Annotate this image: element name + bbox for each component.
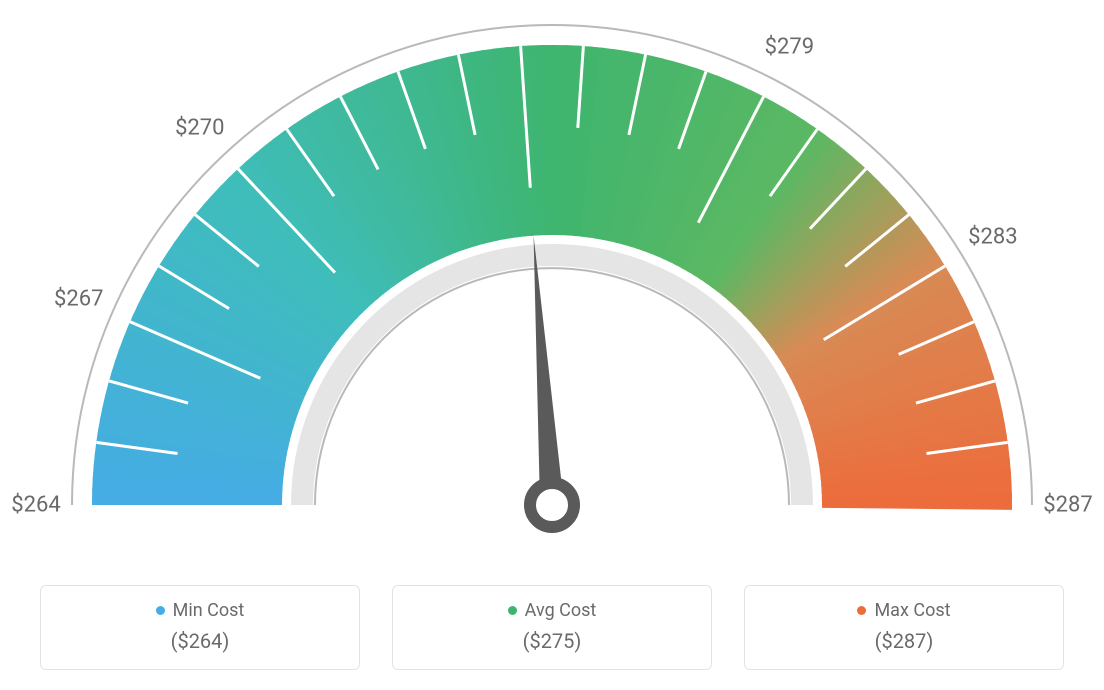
gauge-tick-label: $267: [54, 287, 103, 312]
gauge-tick-label: $264: [11, 493, 60, 518]
legend-value-avg: ($275): [393, 629, 711, 653]
gauge-svg: [0, 0, 1104, 560]
legend-title-max: Max Cost: [857, 600, 950, 621]
legend-box-min: Min Cost ($264): [40, 585, 360, 670]
gauge-chart: $264 $267 $270 $275 $279 $283 $287: [0, 0, 1104, 560]
legend-title-avg: Avg Cost: [508, 600, 597, 621]
legend-label-max: Max Cost: [874, 600, 950, 621]
gauge-tick-label: $287: [1043, 493, 1092, 518]
legend-label-avg: Avg Cost: [525, 600, 597, 621]
gauge-tick-label: $275: [492, 0, 541, 3]
legend-title-min: Min Cost: [156, 600, 245, 621]
legend-box-avg: Avg Cost ($275): [392, 585, 712, 670]
gauge-tick-label: $279: [765, 34, 814, 59]
legend-label-min: Min Cost: [173, 600, 245, 621]
legend-dot-max: [857, 606, 866, 615]
legend-value-max: ($287): [745, 629, 1063, 653]
gauge-tick-label: $270: [175, 115, 224, 140]
legend-box-max: Max Cost ($287): [744, 585, 1064, 670]
legend-row: Min Cost ($264) Avg Cost ($275) Max Cost…: [0, 585, 1104, 670]
legend-value-min: ($264): [41, 629, 359, 653]
legend-dot-avg: [508, 606, 517, 615]
gauge-tick-label: $283: [968, 224, 1017, 249]
legend-dot-min: [156, 606, 165, 615]
